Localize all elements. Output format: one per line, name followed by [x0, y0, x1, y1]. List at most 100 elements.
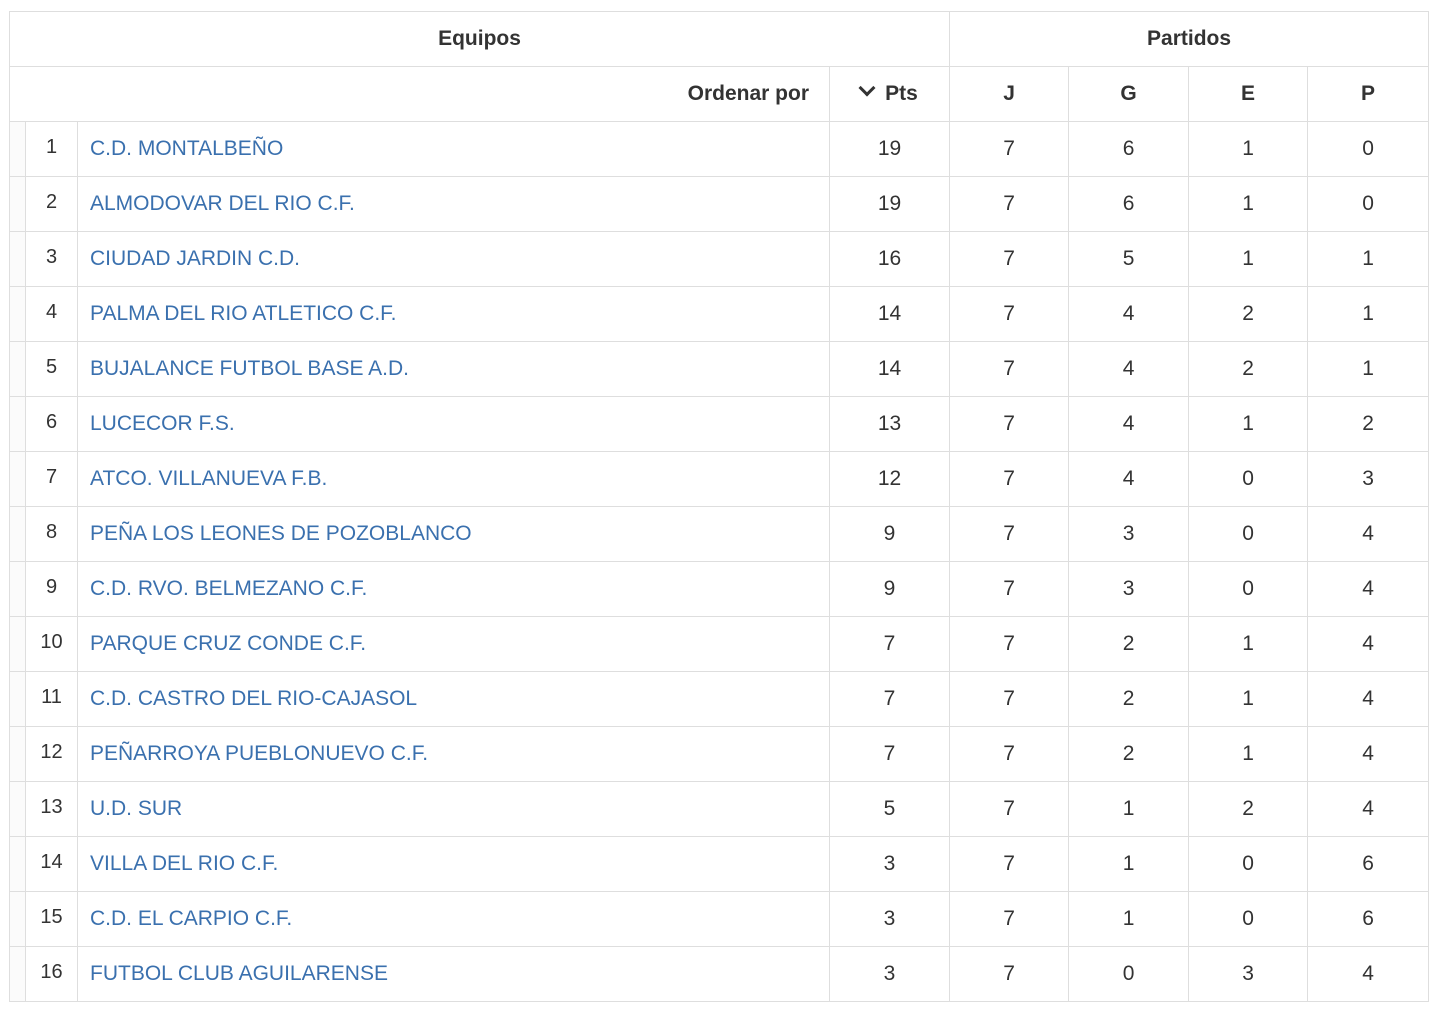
points-cell: 3: [828, 946, 951, 1002]
table-row: 11 C.D. CASTRO DEL RIO-CAJASOL 7 7 2 1 4: [9, 671, 1430, 727]
team-link[interactable]: FUTBOL CLUB AGUILARENSE: [90, 962, 388, 985]
row-indicator: [9, 121, 26, 177]
sort-by-label: Ordenar por: [9, 66, 830, 122]
lost-header[interactable]: P: [1307, 66, 1430, 122]
won-cell: 4: [1068, 451, 1190, 507]
lost-cell: 3: [1307, 451, 1430, 507]
team-link[interactable]: LUCECOR F.S.: [90, 412, 235, 435]
points-header-label: Pts: [885, 82, 918, 105]
table-row: 2 ALMODOVAR DEL RIO C.F. 19 7 6 1 0: [9, 176, 1430, 232]
lost-cell: 4: [1307, 946, 1430, 1002]
team-cell: C.D. RVO. BELMEZANO C.F.: [77, 561, 830, 617]
table-row: 4 PALMA DEL RIO ATLETICO C.F. 14 7 4 2 1: [9, 286, 1430, 342]
points-cell: 9: [828, 506, 951, 562]
lost-cell: 4: [1307, 506, 1430, 562]
team-link[interactable]: ALMODOVAR DEL RIO C.F.: [90, 192, 355, 215]
points-cell: 7: [828, 616, 951, 672]
row-indicator: [9, 396, 26, 452]
table-row: 3 CIUDAD JARDIN C.D. 16 7 5 1 1: [9, 231, 1430, 287]
table-row: 10 PARQUE CRUZ CONDE C.F. 7 7 2 1 4: [9, 616, 1430, 672]
team-link[interactable]: ATCO. VILLANUEVA F.B.: [90, 467, 328, 490]
won-header[interactable]: G: [1068, 66, 1190, 122]
position-cell: 11: [25, 671, 78, 727]
team-link[interactable]: PARQUE CRUZ CONDE C.F.: [90, 632, 367, 655]
team-link[interactable]: C.D. EL CARPIO C.F.: [90, 907, 293, 930]
team-cell: ATCO. VILLANUEVA F.B.: [77, 451, 830, 507]
points-cell: 5: [828, 781, 951, 837]
team-cell: U.D. SUR: [77, 781, 830, 837]
team-link[interactable]: CIUDAD JARDIN C.D.: [90, 247, 301, 270]
position-cell: 13: [25, 781, 78, 837]
team-cell: PALMA DEL RIO ATLETICO C.F.: [77, 286, 830, 342]
played-cell: 7: [949, 946, 1070, 1002]
played-cell: 7: [949, 781, 1070, 837]
team-cell: CIUDAD JARDIN C.D.: [77, 231, 830, 287]
won-cell: 5: [1068, 231, 1190, 287]
drawn-cell: 0: [1188, 891, 1309, 947]
lost-cell: 4: [1307, 561, 1430, 617]
position-cell: 12: [25, 726, 78, 782]
drawn-header[interactable]: E: [1188, 66, 1309, 122]
played-cell: 7: [949, 396, 1070, 452]
points-cell: 19: [828, 121, 951, 177]
table-row: 13 U.D. SUR 5 7 1 2 4: [9, 781, 1430, 837]
position-cell: 3: [25, 231, 78, 287]
position-cell: 1: [25, 121, 78, 177]
played-cell: 7: [949, 341, 1070, 397]
team-link[interactable]: PEÑA LOS LEONES DE POZOBLANCO: [90, 522, 472, 545]
drawn-cell: 1: [1188, 231, 1309, 287]
row-indicator: [9, 286, 26, 342]
drawn-cell: 1: [1188, 671, 1309, 727]
won-cell: 2: [1068, 726, 1190, 782]
sort-points-header[interactable]: Pts: [828, 66, 951, 122]
team-link[interactable]: PALMA DEL RIO ATLETICO C.F.: [90, 302, 397, 325]
points-cell: 16: [828, 231, 951, 287]
team-link[interactable]: C.D. CASTRO DEL RIO-CAJASOL: [90, 687, 418, 710]
played-cell: 7: [949, 176, 1070, 232]
team-link[interactable]: C.D. MONTALBEÑO: [90, 137, 284, 160]
lost-cell: 4: [1307, 781, 1430, 837]
points-cell: 7: [828, 671, 951, 727]
lost-cell: 2: [1307, 396, 1430, 452]
drawn-cell: 0: [1188, 506, 1309, 562]
team-link[interactable]: PEÑARROYA PUEBLONUEVO C.F.: [90, 742, 429, 765]
drawn-cell: 0: [1188, 451, 1309, 507]
drawn-cell: 1: [1188, 396, 1309, 452]
table-row: 6 LUCECOR F.S. 13 7 4 1 2: [9, 396, 1430, 452]
row-indicator: [9, 561, 26, 617]
team-link[interactable]: U.D. SUR: [90, 797, 183, 820]
table-row: 1 C.D. MONTALBEÑO 19 7 6 1 0: [9, 121, 1430, 177]
drawn-cell: 1: [1188, 616, 1309, 672]
team-link[interactable]: C.D. RVO. BELMEZANO C.F.: [90, 577, 368, 600]
played-header[interactable]: J: [949, 66, 1070, 122]
won-cell: 3: [1068, 561, 1190, 617]
points-cell: 19: [828, 176, 951, 232]
team-link[interactable]: BUJALANCE FUTBOL BASE A.D.: [90, 357, 409, 380]
lost-cell: 0: [1307, 176, 1430, 232]
played-cell: 7: [949, 726, 1070, 782]
drawn-cell: 0: [1188, 561, 1309, 617]
points-cell: 3: [828, 836, 951, 892]
played-cell: 7: [949, 121, 1070, 177]
lost-cell: 4: [1307, 726, 1430, 782]
position-cell: 14: [25, 836, 78, 892]
points-cell: 12: [828, 451, 951, 507]
team-cell: PEÑA LOS LEONES DE POZOBLANCO: [77, 506, 830, 562]
won-cell: 4: [1068, 286, 1190, 342]
lost-cell: 6: [1307, 836, 1430, 892]
points-cell: 14: [828, 341, 951, 397]
table-row: 16 FUTBOL CLUB AGUILARENSE 3 7 0 3 4: [9, 946, 1430, 1002]
row-indicator: [9, 891, 26, 947]
row-indicator: [9, 781, 26, 837]
won-cell: 4: [1068, 396, 1190, 452]
team-cell: ALMODOVAR DEL RIO C.F.: [77, 176, 830, 232]
matches-group-header: Partidos: [949, 11, 1430, 67]
team-link[interactable]: VILLA DEL RIO C.F.: [90, 852, 279, 875]
lost-cell: 0: [1307, 121, 1430, 177]
drawn-cell: 3: [1188, 946, 1309, 1002]
row-indicator: [9, 231, 26, 287]
position-cell: 5: [25, 341, 78, 397]
team-cell: C.D. EL CARPIO C.F.: [77, 891, 830, 947]
teams-group-header: Equipos: [8, 11, 951, 67]
row-indicator: [9, 671, 26, 727]
